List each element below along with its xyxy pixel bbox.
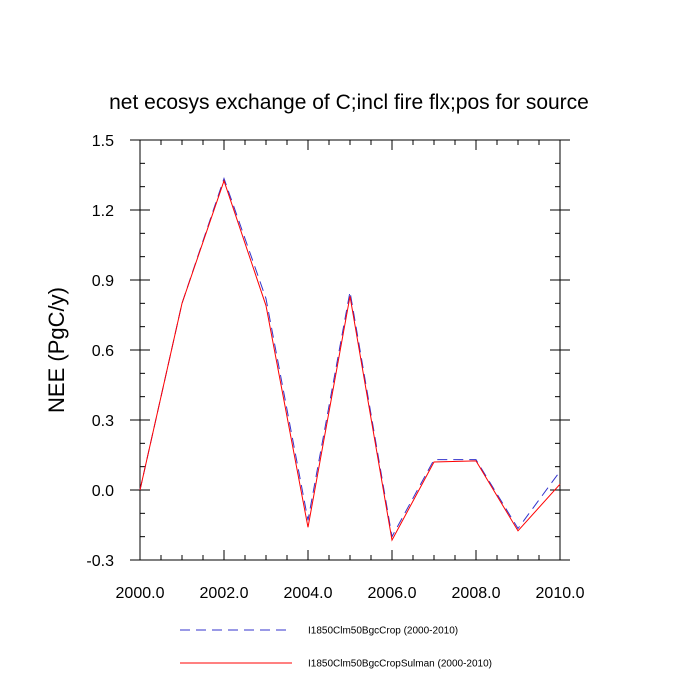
y-tick-label: 0.3 xyxy=(92,413,114,430)
y-tick-label: 1.5 xyxy=(92,133,114,150)
y-tick-label: 0.6 xyxy=(92,343,114,360)
chart-title: net ecosys exchange of C;incl fire flx;p… xyxy=(109,91,589,114)
series-line-1 xyxy=(139,176,561,539)
x-tick-label: 2010.0 xyxy=(536,585,585,602)
series-line-2 xyxy=(139,179,561,542)
y-tick-label: 0.9 xyxy=(92,273,114,290)
x-tick-label: 2004.0 xyxy=(284,585,333,602)
axis-ticks: 2000.0 2002.0 2004.0 2006.0 2008.0 2010.0 -0.3… xyxy=(86,133,584,602)
y-tick-label: -0.3 xyxy=(86,553,114,570)
x-tick-label: 2008.0 xyxy=(452,585,501,602)
y-tick-label: 0.0 xyxy=(92,483,114,500)
legend-label-2: I1850Clm50BgcCropSulman (2000-2010) xyxy=(308,659,492,670)
legend: I1850Clm50BgcCrop (2000-2010) I1850Clm50B… xyxy=(180,626,492,670)
series-layer xyxy=(139,176,561,542)
x-tick-label: 2006.0 xyxy=(368,585,417,602)
x-tick-label: 2002.0 xyxy=(200,585,249,602)
y-axis-label: NEE (PgC/y) xyxy=(44,287,69,413)
plot-border xyxy=(139,139,561,561)
x-tick-label: 2000.0 xyxy=(116,585,165,602)
legend-label-1: I1850Clm50BgcCrop (2000-2010) xyxy=(308,626,458,637)
y-tick-label: 1.2 xyxy=(92,203,114,220)
plot-frame xyxy=(139,139,561,561)
